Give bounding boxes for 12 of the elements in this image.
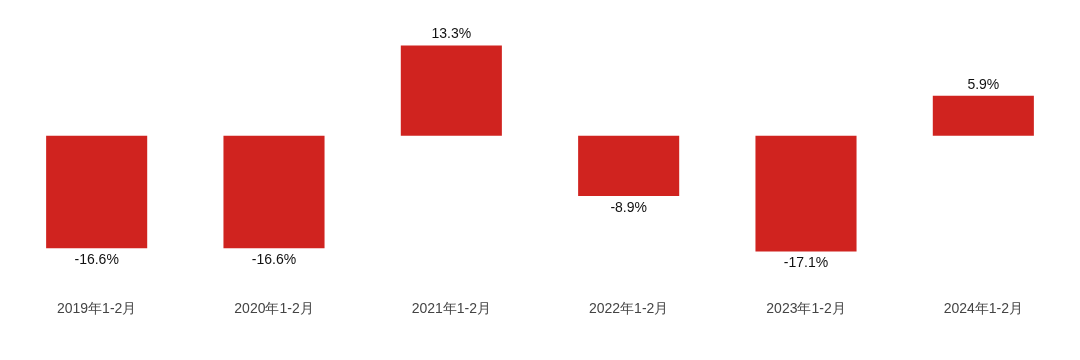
x-tick-label: 2023年1-2月 — [766, 300, 846, 317]
data-label: -16.6% — [74, 251, 119, 268]
x-tick-label: 2021年1-2月 — [411, 300, 492, 317]
data-label: -17.1% — [783, 254, 829, 271]
x-tick-label: 2024年1-2月 — [943, 300, 1024, 317]
x-tick-label: 2020年1-2月 — [234, 300, 314, 317]
x-tick-label: 2022年1-2月 — [588, 300, 669, 317]
data-label: -16.6% — [251, 251, 297, 268]
data-label: 5.9% — [967, 75, 1000, 92]
data-label: 13.3% — [431, 25, 472, 42]
data-label: -8.9% — [610, 198, 647, 215]
x-tick-label: 2019年1-2月 — [56, 300, 137, 317]
